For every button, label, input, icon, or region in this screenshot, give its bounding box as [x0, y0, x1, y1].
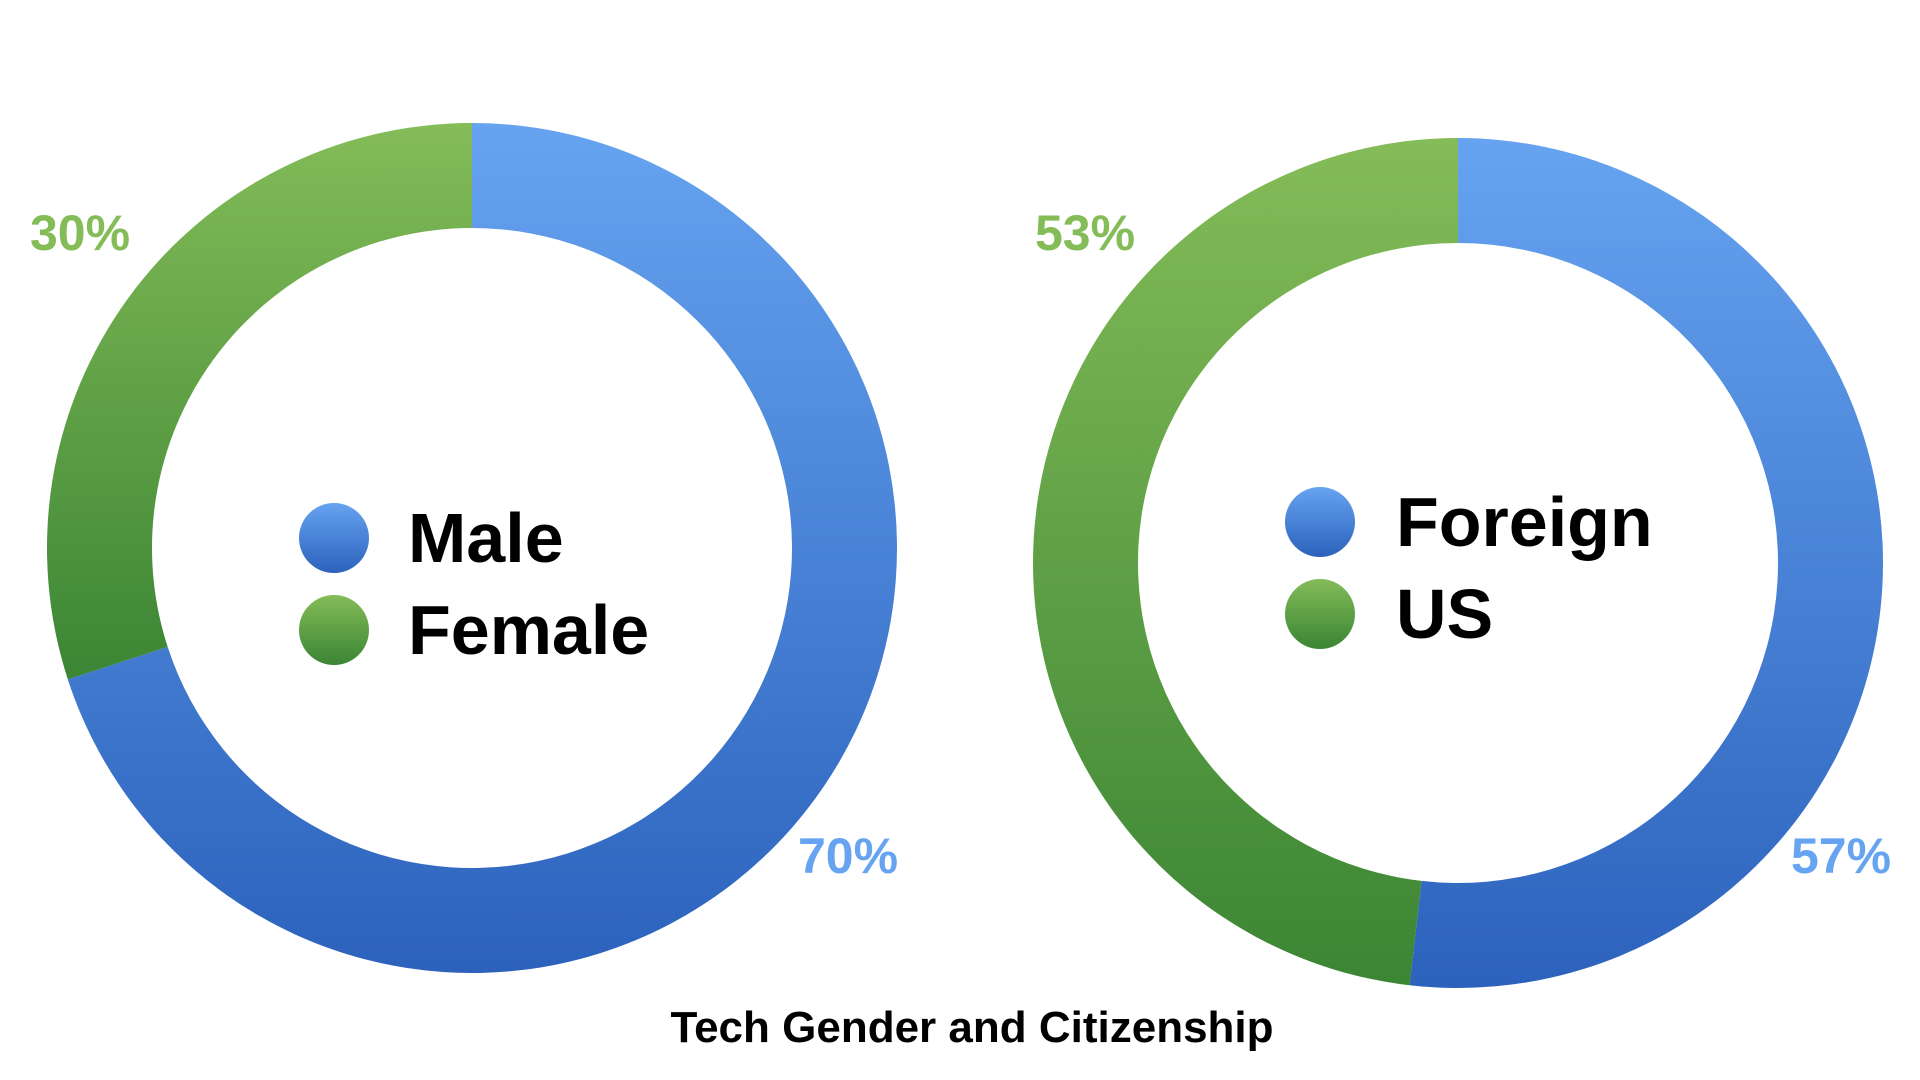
donut-segment-female	[46, 123, 472, 680]
legend-swatch-foreign	[1285, 487, 1355, 557]
legend-label-foreign: Foreign	[1396, 483, 1653, 561]
pct-label-male: 70%	[798, 828, 898, 884]
chart-title: Tech Gender and Citizenship	[670, 1003, 1273, 1052]
citizenship-donut-chart: 57% 53% Foreign US	[1033, 138, 1891, 988]
pct-label-foreign: 57%	[1791, 828, 1891, 884]
legend-label-us: US	[1396, 575, 1493, 653]
donut-segment-foreign	[1409, 138, 1884, 988]
gender-donut-chart: 70% 30% Male Female	[30, 123, 898, 974]
donut-segment-us	[1033, 138, 1458, 986]
pct-label-us: 53%	[1035, 205, 1135, 261]
legend-label-female: Female	[408, 591, 649, 669]
legend-swatch-us	[1285, 579, 1355, 649]
legend-label-male: Male	[408, 499, 564, 577]
pct-label-female: 30%	[30, 205, 130, 261]
legend-swatch-male	[299, 503, 369, 573]
legend-swatch-female	[299, 595, 369, 665]
